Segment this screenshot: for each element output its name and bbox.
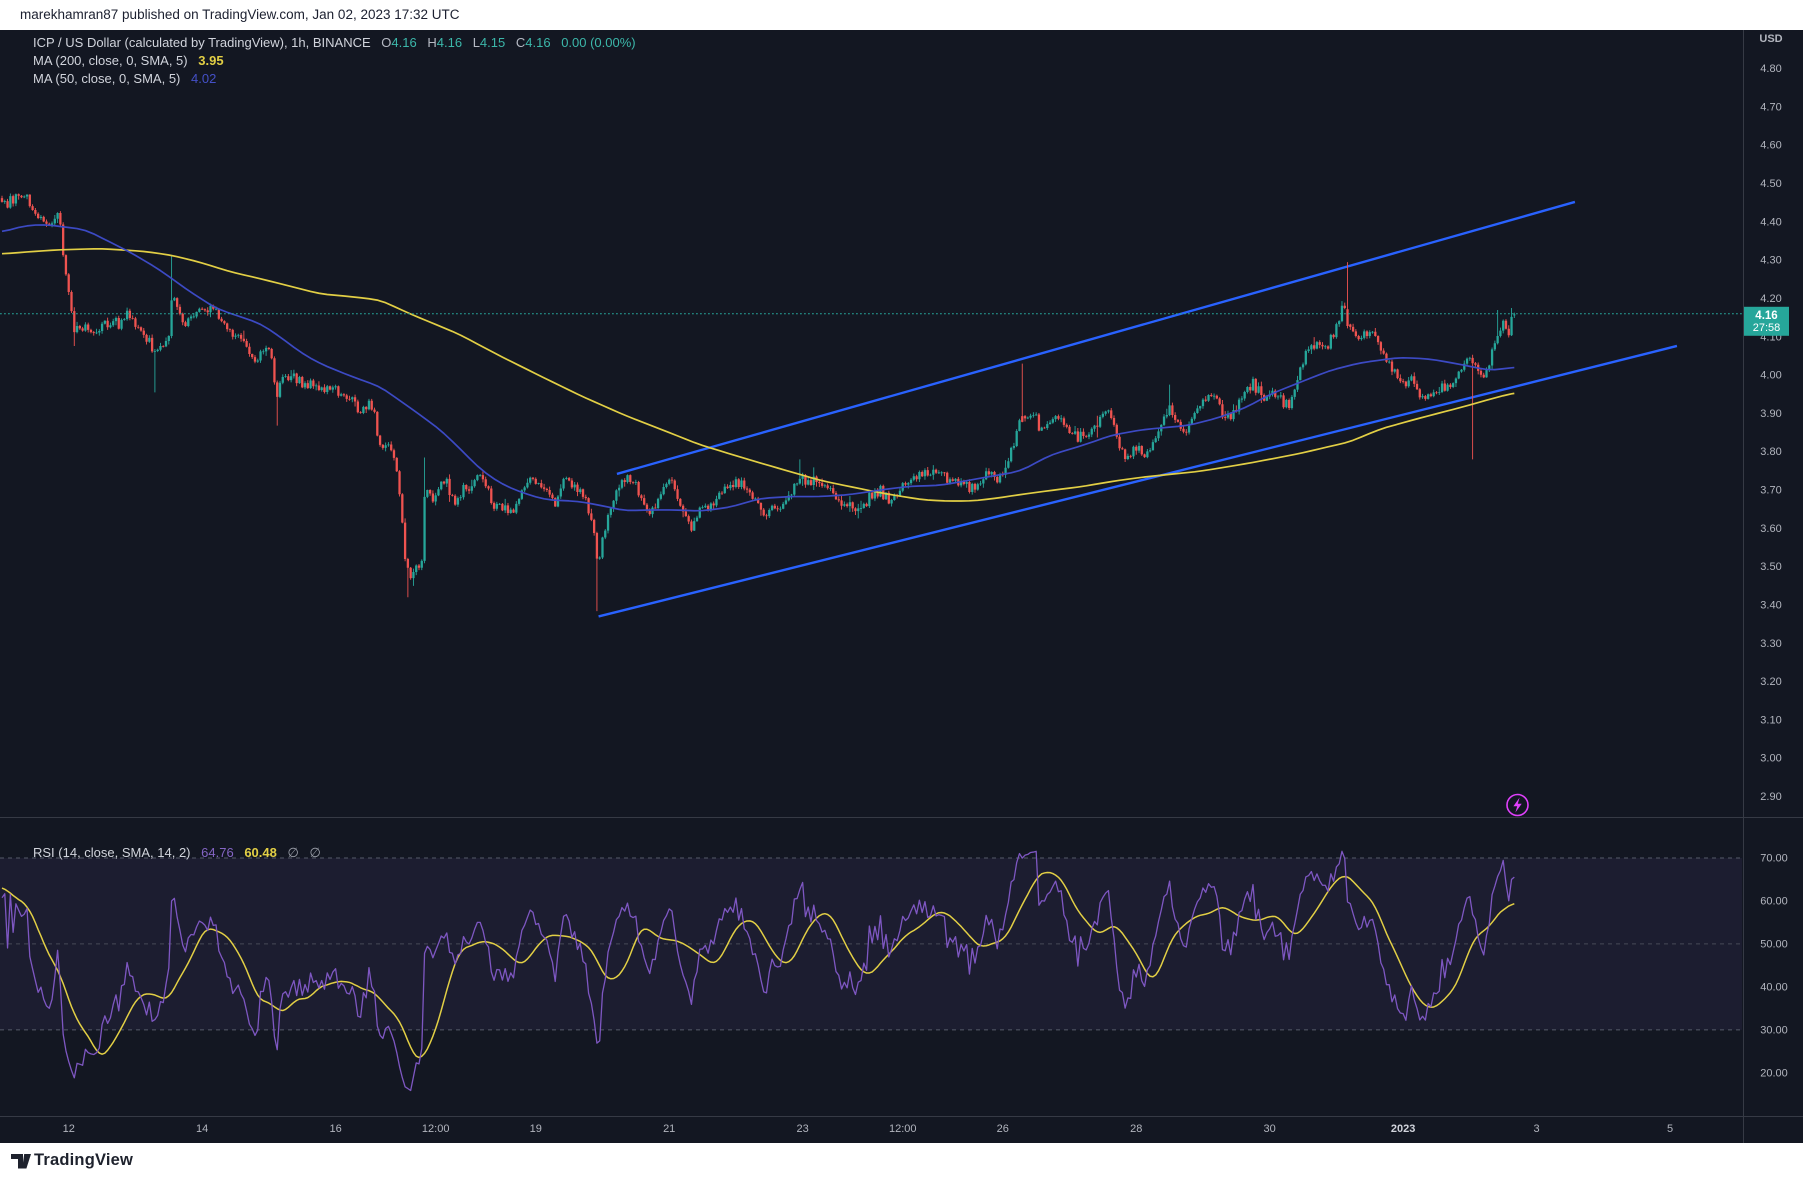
time-tick-5[interactable]: 5: [1667, 1123, 1673, 1135]
rsi-tick-50.00[interactable]: 50.00: [1760, 938, 1788, 950]
low-value: 4.15: [479, 35, 506, 50]
price-tick-3.60[interactable]: 3.60: [1760, 523, 1781, 535]
rsi-ma-value: 60.48: [244, 845, 277, 860]
ma50-row: MA (50, close, 0, SMA, 5) 4.02: [33, 71, 636, 89]
rsi-empty-2: ∅: [309, 845, 321, 860]
flash-icon[interactable]: [1513, 797, 1522, 813]
price-tick-2.90[interactable]: 2.90: [1760, 791, 1781, 803]
flash-button-circle[interactable]: [1506, 793, 1529, 817]
price-tick-3.10[interactable]: 3.10: [1760, 714, 1781, 726]
symbol-title: ICP / US Dollar (calculated by TradingVi…: [33, 35, 371, 50]
trendline-lower[interactable]: [598, 344, 1678, 618]
candle-bodies-down: [0, 194, 1510, 579]
rsi-tick-70.00[interactable]: 70.00: [1760, 852, 1788, 864]
ma50-label: MA (50, close, 0, SMA, 5): [33, 71, 181, 86]
time-tick-21[interactable]: 21: [663, 1123, 675, 1135]
open-value: 4.16: [391, 35, 417, 50]
footer-brand[interactable]: TradingView: [34, 1151, 134, 1169]
price-tick-3.00[interactable]: 3.00: [1760, 753, 1781, 765]
chart-area[interactable]: USD 4.80 4.70 4.60 4.50 4.40 4.30 4.20 4.10 4.00 3…: [0, 30, 1803, 1143]
rsi-empty-1: ∅: [287, 845, 299, 860]
low-label: L: [472, 35, 480, 50]
trendline-upper[interactable]: [616, 200, 1576, 476]
time-tick-19[interactable]: 19: [530, 1123, 542, 1135]
ma200-label: MA (200, close, 0, SMA, 5): [33, 53, 188, 68]
time-tick-12:00[interactable]: 12:00: [889, 1123, 917, 1135]
last-price-badge: [1744, 306, 1789, 336]
change-value: 0.00 (0.00%): [561, 35, 636, 50]
ma50-value: 4.02: [191, 71, 217, 86]
badge-price: 4.16: [1755, 310, 1777, 322]
high-value: 4.16: [436, 35, 463, 50]
price-tick-4.40[interactable]: 4.40: [1760, 216, 1781, 228]
badge-countdown: 27:58: [1753, 322, 1781, 334]
time-tick-28[interactable]: 28: [1130, 1123, 1142, 1135]
rsi-tick-40.00[interactable]: 40.00: [1760, 981, 1788, 993]
price-tick-3.80[interactable]: 3.80: [1760, 446, 1781, 458]
price-tick-4.60[interactable]: 4.60: [1760, 140, 1781, 152]
price-tick-4.70[interactable]: 4.70: [1760, 101, 1781, 113]
publish-text: marekhamran87 published on TradingView.c…: [20, 7, 460, 22]
rsi-ma-line[interactable]: [1, 871, 1515, 1059]
time-tick-26[interactable]: 26: [997, 1123, 1009, 1135]
time-tick-12:00[interactable]: 12:00: [422, 1123, 450, 1135]
rsi-value: 64.76: [201, 845, 234, 860]
chart-background: [0, 30, 1803, 1143]
price-tick-4.80[interactable]: 4.80: [1760, 63, 1781, 75]
rsi-line[interactable]: [1, 850, 1515, 1092]
rsi-pane-legend: RSI (14, close, SMA, 14, 2) 64.76 60.48 …: [33, 845, 321, 861]
time-tick-16[interactable]: 16: [329, 1123, 341, 1135]
price-tick-4.50[interactable]: 4.50: [1760, 178, 1781, 190]
symbol-row: ICP / US Dollar (calculated by TradingVi…: [33, 35, 636, 53]
price-tick-3.70[interactable]: 3.70: [1760, 485, 1781, 497]
publish-bar: marekhamran87 published on TradingView.c…: [0, 0, 1803, 30]
price-tick-4.00[interactable]: 4.00: [1760, 370, 1781, 382]
ma200-row: MA (200, close, 0, SMA, 5) 3.95: [33, 53, 636, 71]
price-tick-3.20[interactable]: 3.20: [1760, 676, 1781, 688]
rsi-tick-30.00[interactable]: 30.00: [1760, 1024, 1788, 1036]
rsi-tick-20.00[interactable]: 20.00: [1760, 1067, 1788, 1079]
close-label: C: [515, 35, 526, 50]
time-tick-23[interactable]: 23: [797, 1123, 809, 1135]
tradingview-logo-icon[interactable]: [10, 1151, 32, 1171]
rsi-tick-60.00[interactable]: 60.00: [1760, 895, 1788, 907]
price-tick-4.30[interactable]: 4.30: [1760, 255, 1781, 267]
chart-canvas[interactable]: USD4.804.704.604.504.404.304.204.104.003…: [0, 30, 1803, 1143]
footer-bar: TradingView: [0, 1143, 1803, 1179]
price-tick-3.90[interactable]: 3.90: [1760, 408, 1781, 420]
close-value: 4.16: [525, 35, 551, 50]
price-tick-4.20[interactable]: 4.20: [1760, 293, 1781, 305]
time-tick-3[interactable]: 3: [1533, 1123, 1539, 1135]
ma200-value: 3.95: [198, 53, 224, 68]
time-tick-14[interactable]: 14: [196, 1123, 208, 1135]
price-tick-3.30[interactable]: 3.30: [1760, 638, 1781, 650]
price-tick-3.40[interactable]: 3.40: [1760, 599, 1781, 611]
price-tick-3.50[interactable]: 3.50: [1760, 561, 1781, 573]
main-pane-legend: ICP / US Dollar (calculated by TradingVi…: [33, 35, 636, 89]
candle-bodies-up: [3, 194, 1516, 579]
time-tick-2023[interactable]: 2023: [1391, 1123, 1415, 1135]
price-axis-currency: USD: [1759, 33, 1782, 45]
open-label: O: [381, 35, 392, 50]
ma50-line[interactable]: [1, 224, 1515, 512]
rsi-label: RSI (14, close, SMA, 14, 2): [33, 845, 191, 860]
time-tick-12[interactable]: 12: [63, 1123, 75, 1135]
high-label: H: [427, 35, 437, 50]
time-tick-30[interactable]: 30: [1264, 1123, 1276, 1135]
ma200-line[interactable]: [1, 248, 1515, 502]
